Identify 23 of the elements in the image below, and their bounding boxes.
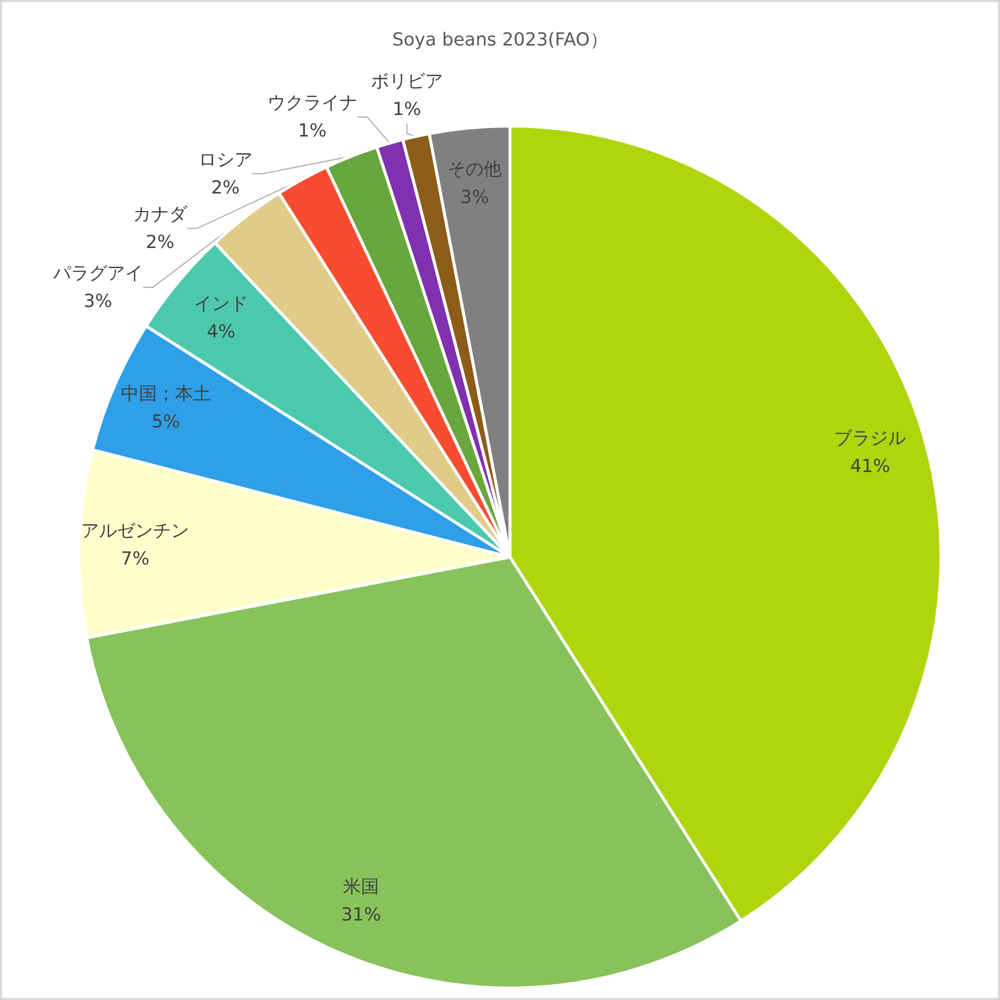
data-label: 31%: [341, 904, 382, 926]
data-label: 1%: [298, 120, 327, 142]
slice-label: 中国；本土: [120, 384, 211, 405]
slice-label: その他: [448, 159, 502, 180]
chart-title: Soya beans 2023(FAO）: [392, 30, 608, 50]
slice-label: パラグアイ: [52, 262, 143, 284]
data-label: 1%: [392, 99, 422, 120]
slice-label: カナダ: [133, 204, 188, 225]
slice-label: ウクライナ: [267, 92, 358, 114]
data-label: 7%: [120, 548, 150, 570]
slice-label: ブラジル: [834, 428, 906, 449]
data-label: 2%: [211, 177, 240, 198]
data-label: 3%: [84, 290, 112, 312]
slice-label: アルゼンチン: [81, 520, 190, 542]
data-label: 5%: [152, 412, 180, 433]
slice-label: インド: [194, 293, 248, 314]
data-label: 41%: [850, 456, 890, 477]
data-label: 2%: [146, 232, 174, 253]
data-label: 4%: [206, 321, 236, 342]
data-label: 3%: [460, 187, 489, 208]
slice-label: ロシア: [198, 149, 252, 170]
slice-label: 米国: [343, 876, 380, 898]
slice-label: ボリビア: [370, 71, 443, 92]
